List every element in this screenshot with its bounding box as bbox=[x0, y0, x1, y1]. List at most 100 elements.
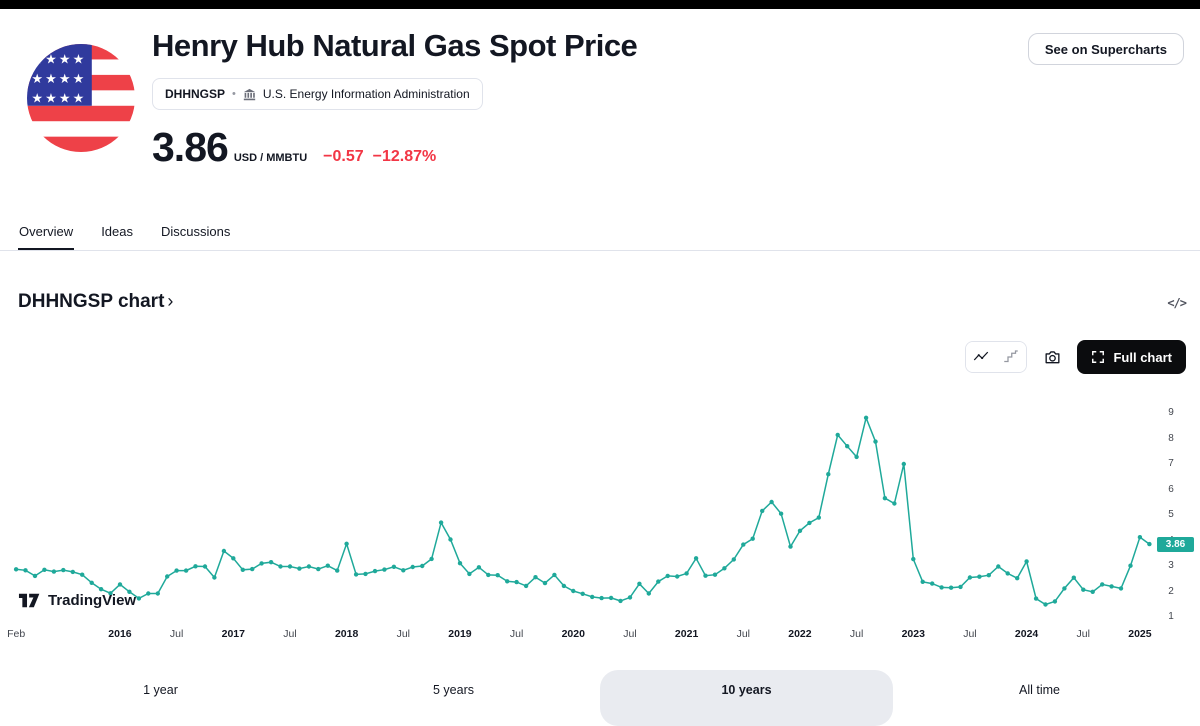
data-point bbox=[1128, 563, 1133, 568]
change-percent: −12.87% bbox=[372, 148, 437, 165]
tradingview-logo-icon bbox=[18, 592, 42, 609]
x-tick-label-2024: 2024 bbox=[1014, 628, 1039, 640]
data-point bbox=[854, 454, 859, 460]
camera-icon[interactable] bbox=[1037, 342, 1068, 372]
svg-text:★★★★: ★★★★ bbox=[31, 71, 86, 86]
data-point bbox=[467, 571, 472, 577]
y-tick-label: 2 bbox=[1168, 585, 1174, 597]
tab-overview[interactable]: Overview bbox=[18, 221, 75, 251]
data-point bbox=[1005, 571, 1010, 576]
data-point bbox=[911, 556, 916, 562]
data-point bbox=[769, 499, 774, 505]
data-point bbox=[1052, 599, 1058, 604]
x-tick-label-2023: 2023 bbox=[901, 628, 925, 640]
range-5-years[interactable]: 5 years bbox=[433, 683, 474, 697]
data-point bbox=[183, 568, 189, 573]
data-point bbox=[741, 542, 746, 547]
data-point bbox=[42, 567, 47, 572]
data-point bbox=[882, 496, 888, 501]
last-price-badge: 3.86 bbox=[1157, 536, 1194, 552]
data-point bbox=[486, 572, 491, 578]
data-point bbox=[146, 591, 151, 596]
data-point bbox=[807, 520, 812, 526]
x-tick-label-2018: 2018 bbox=[334, 628, 359, 640]
step-chart-icon[interactable] bbox=[996, 342, 1027, 372]
data-point bbox=[967, 575, 973, 580]
range-10-years[interactable]: 10 years bbox=[600, 670, 893, 726]
data-point bbox=[646, 591, 651, 596]
data-point bbox=[325, 563, 330, 568]
data-point bbox=[637, 581, 642, 586]
x-axis[interactable]: Feb 2016 Jul 2017 Jul 2018 Jul 2019 Jul 2020 Jul 20… bbox=[0, 628, 1200, 644]
y-tick-label: 3 bbox=[1168, 560, 1174, 571]
data-point bbox=[693, 556, 699, 561]
source-name: U.S. Energy Information Administration bbox=[262, 87, 470, 101]
symbol-badge[interactable]: DHHNGSP • U.S. Energy Information Admini… bbox=[152, 78, 483, 110]
data-point bbox=[901, 461, 906, 467]
data-point bbox=[306, 564, 312, 569]
data-point bbox=[202, 564, 208, 569]
data-point bbox=[505, 579, 510, 584]
data-point bbox=[665, 573, 670, 579]
data-point bbox=[32, 573, 38, 579]
data-point bbox=[476, 565, 482, 570]
data-point bbox=[23, 568, 28, 573]
price-line-series[interactable] bbox=[0, 372, 1200, 638]
range-1-year[interactable]: 1 year bbox=[143, 683, 178, 697]
data-point bbox=[89, 580, 94, 585]
data-point bbox=[1033, 596, 1039, 601]
data-point bbox=[986, 573, 991, 578]
expand-icon bbox=[1091, 350, 1105, 364]
data-point bbox=[391, 564, 397, 569]
section-title-link[interactable]: DHHNGSP chart › bbox=[18, 291, 173, 313]
x-tick-label-2017: 2017 bbox=[221, 628, 245, 640]
data-point bbox=[760, 508, 765, 514]
x-tick-label-feb: Feb bbox=[7, 628, 26, 640]
code-icon[interactable]: </> bbox=[1167, 296, 1187, 310]
data-point bbox=[703, 573, 708, 578]
line-chart-icon[interactable] bbox=[966, 342, 997, 372]
tab-ideas[interactable]: Ideas bbox=[101, 224, 133, 239]
data-point bbox=[873, 439, 878, 444]
x-tick-label-jul: Jul bbox=[396, 628, 411, 640]
data-point bbox=[599, 595, 604, 601]
page-title: Henry Hub Natural Gas Spot Price bbox=[152, 28, 638, 63]
tradingview-watermark[interactable]: TradingView bbox=[18, 592, 136, 609]
data-point bbox=[108, 591, 113, 596]
data-point bbox=[61, 567, 66, 573]
range-all-time[interactable]: All time bbox=[1019, 683, 1060, 697]
data-point bbox=[561, 583, 567, 589]
data-point bbox=[287, 564, 293, 569]
range-selector: 1 year 5 years 10 years All time bbox=[14, 670, 1186, 726]
data-point bbox=[675, 574, 680, 579]
data-point bbox=[297, 566, 302, 571]
y-tick-label: 7 bbox=[1168, 458, 1174, 469]
data-point bbox=[51, 569, 57, 574]
full-chart-button[interactable]: Full chart bbox=[1077, 340, 1186, 374]
data-point bbox=[750, 536, 755, 541]
price-change: −0.57 −12.87% bbox=[323, 148, 436, 166]
data-point bbox=[1109, 584, 1114, 589]
data-point bbox=[845, 444, 850, 449]
data-point bbox=[80, 572, 85, 577]
data-point bbox=[1043, 602, 1048, 607]
section-title-text: DHHNGSP chart bbox=[18, 291, 165, 312]
data-point bbox=[495, 573, 500, 578]
full-chart-label: Full chart bbox=[1113, 349, 1172, 365]
data-point bbox=[958, 584, 963, 590]
data-point bbox=[278, 564, 283, 569]
price-row: 3.86 USD / MMBTU −0.57 −12.87% bbox=[152, 124, 436, 171]
x-tick-label-2019: 2019 bbox=[448, 628, 472, 640]
data-point bbox=[1137, 535, 1143, 540]
data-point bbox=[250, 566, 255, 572]
data-point bbox=[155, 591, 160, 596]
tab-discussions[interactable]: Discussions bbox=[161, 224, 231, 239]
x-tick-label-jul: Jul bbox=[736, 628, 750, 640]
data-point bbox=[1100, 582, 1105, 587]
see-on-supercharts-button[interactable]: See on Supercharts bbox=[1027, 33, 1184, 65]
price-chart[interactable]: 123456789 3.86 TradingView Feb2016Jul201… bbox=[0, 372, 1200, 640]
data-point bbox=[939, 585, 944, 590]
x-tick-label-2016: 2016 bbox=[108, 628, 132, 640]
symbol-name: DHHNGSP bbox=[165, 87, 226, 101]
data-point bbox=[13, 567, 19, 572]
